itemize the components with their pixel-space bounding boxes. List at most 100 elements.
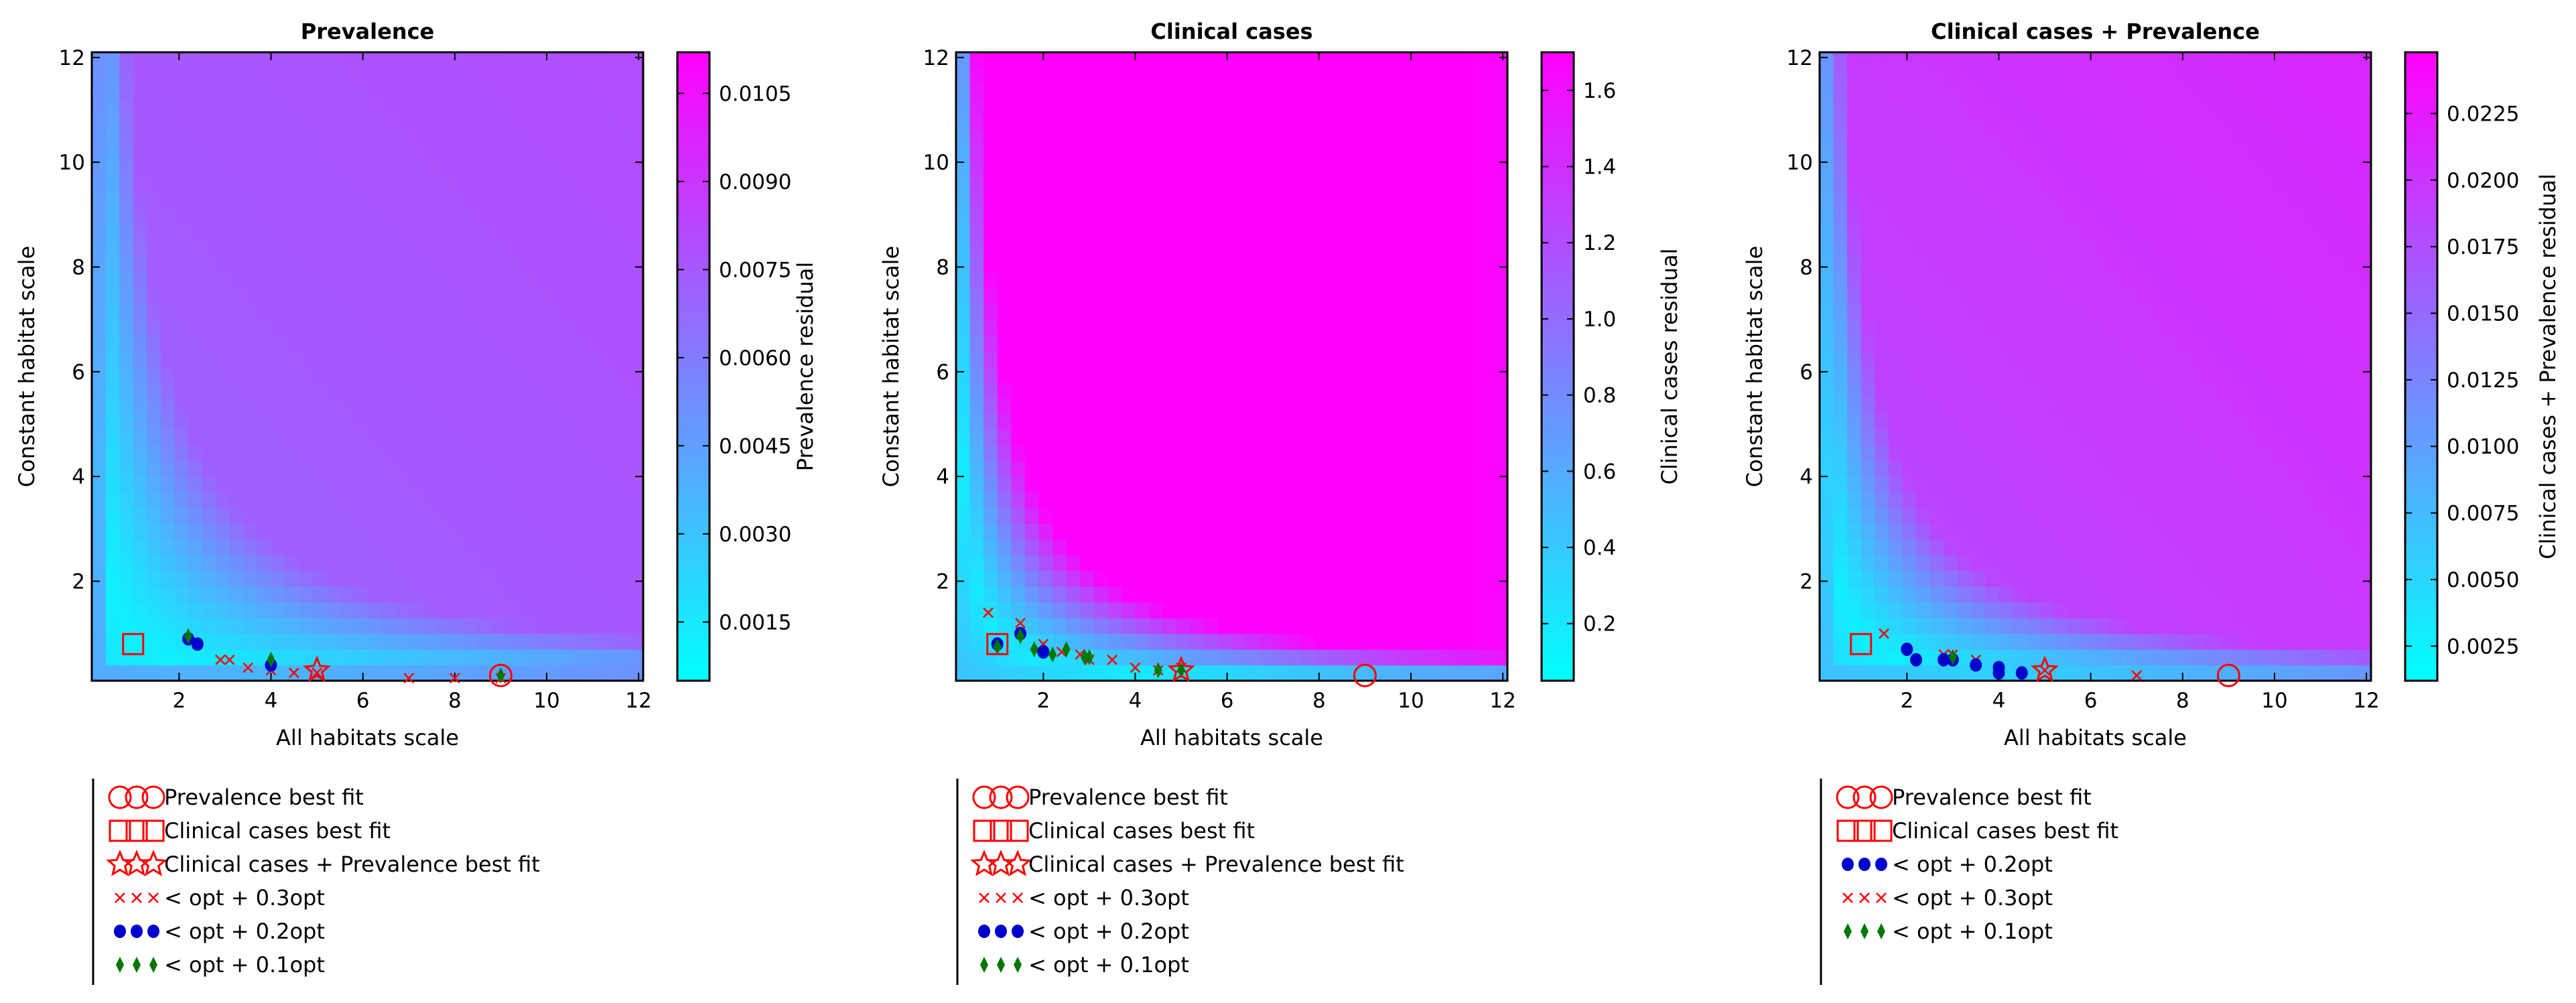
heatmap-cell — [367, 99, 382, 116]
heatmap-cell — [188, 350, 203, 367]
heatmap-cell — [491, 287, 506, 304]
heatmap-cell — [1149, 194, 1164, 210]
heatmap-cell — [1929, 350, 1944, 367]
heatmap-cell — [984, 476, 998, 493]
legend-star-marker — [1004, 850, 1032, 876]
heatmap-cell — [2164, 649, 2179, 666]
heatmap-cell — [1860, 99, 1875, 116]
heatmap-cell — [1820, 618, 1834, 634]
heatmap-cell — [1452, 131, 1467, 147]
heatmap-cell — [2191, 335, 2206, 352]
heatmap-cell — [2053, 99, 2068, 116]
heatmap-cell — [1355, 492, 1370, 509]
heatmap-cell — [1093, 68, 1108, 84]
heatmap-cell — [1438, 272, 1453, 289]
heatmap-cell — [2302, 539, 2317, 555]
heatmap-cell — [956, 146, 971, 163]
heatmap-cell — [969, 508, 984, 525]
heatmap-cell — [2274, 68, 2289, 84]
heatmap-cell — [326, 508, 340, 525]
heatmap-cell — [1135, 539, 1150, 555]
heatmap-cell — [1093, 287, 1108, 304]
heatmap-cell — [353, 633, 368, 650]
heatmap-cell — [1397, 99, 1412, 116]
heatmap-cell — [629, 52, 644, 69]
heatmap-cell — [1438, 83, 1453, 100]
x-tick-label: 10 — [1398, 689, 1424, 713]
heatmap-cell — [2219, 570, 2234, 587]
heatmap-cell — [1860, 555, 1875, 572]
heatmap-cell — [2329, 555, 2344, 572]
heatmap-cell — [409, 287, 423, 304]
heatmap-cell — [1929, 335, 1944, 352]
heatmap-cell — [1369, 194, 1384, 210]
heatmap-cell — [1820, 523, 1834, 540]
heatmap-cell — [1833, 445, 1848, 462]
heatmap-cell — [629, 476, 644, 493]
heatmap-cell — [174, 52, 189, 69]
heatmap-cell — [1438, 131, 1453, 147]
heatmap-cell — [1162, 52, 1177, 69]
heatmap-cell — [1080, 633, 1095, 650]
heatmap-cell — [1273, 539, 1288, 555]
heatmap-cell — [285, 570, 299, 587]
heatmap-cell — [2233, 304, 2248, 320]
x-tick-label: 8 — [1312, 689, 1326, 713]
heatmap-cell — [243, 633, 258, 650]
heatmap-cell — [450, 586, 465, 603]
heatmap-cell — [1916, 68, 1931, 84]
heatmap-cell — [1383, 539, 1398, 555]
heatmap-cell — [1410, 162, 1426, 179]
heatmap-cell — [2260, 115, 2275, 131]
heatmap-cell — [478, 570, 492, 587]
heatmap-cell — [450, 83, 465, 100]
heatmap-cell — [92, 633, 107, 650]
heatmap-cell — [1245, 68, 1260, 84]
heatmap-cell — [298, 508, 313, 525]
heatmap-cell — [243, 555, 258, 572]
heatmap-cell — [1053, 224, 1067, 241]
heatmap-cell — [1369, 618, 1384, 634]
heatmap-cell — [1107, 272, 1122, 289]
heatmap-cell — [1410, 508, 1426, 525]
heatmap-cell — [984, 523, 998, 540]
heatmap-cell — [546, 649, 561, 666]
heatmap-cell — [353, 492, 368, 509]
heatmap-cell — [229, 523, 244, 540]
heatmap-cell — [1121, 304, 1136, 320]
heatmap-cell — [1300, 52, 1315, 69]
heatmap-cell — [984, 162, 998, 179]
heatmap-cell — [174, 224, 189, 241]
heatmap-cell — [2150, 178, 2165, 194]
heatmap-cell — [450, 618, 465, 634]
heatmap-cell — [2109, 460, 2124, 477]
heatmap-cell — [147, 413, 161, 430]
heatmap-cell — [1888, 335, 1903, 352]
heatmap-cell — [1176, 492, 1191, 509]
heatmap-cell — [271, 476, 285, 493]
heatmap-cell — [2122, 115, 2137, 131]
heatmap-cell — [2137, 492, 2151, 509]
heatmap-cell — [2137, 335, 2151, 352]
heatmap-cell — [2122, 445, 2137, 462]
heatmap-cell — [1107, 131, 1122, 147]
heatmap-cell — [285, 460, 299, 477]
heatmap-cell — [188, 287, 203, 304]
heatmap-cell — [1971, 492, 1986, 509]
heatmap-cell — [1135, 618, 1150, 634]
heatmap-cell — [2274, 382, 2289, 399]
heatmap-cell — [1888, 256, 1903, 273]
heatmap-cell — [450, 224, 465, 241]
heatmap-cell — [505, 350, 520, 367]
heatmap-cell — [2233, 319, 2248, 336]
heatmap-cell — [1493, 570, 1508, 587]
heatmap-cell — [2274, 304, 2289, 320]
heatmap-cell — [2219, 178, 2234, 194]
heatmap-cell — [2274, 52, 2289, 69]
legend-dot-marker — [1012, 925, 1024, 938]
heatmap-cell — [1259, 618, 1274, 634]
heatmap-cell — [2219, 350, 2234, 367]
heatmap-cell — [381, 99, 396, 116]
heatmap-cell — [312, 586, 327, 603]
heatmap-cell — [1053, 429, 1067, 446]
